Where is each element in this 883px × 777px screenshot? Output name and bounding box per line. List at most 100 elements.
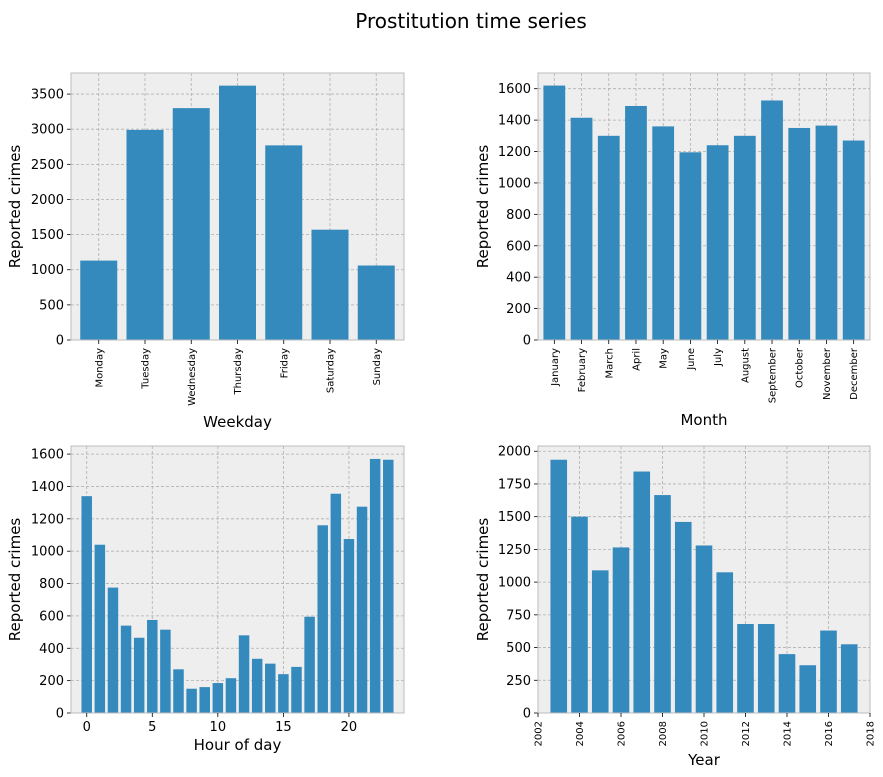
xtick-label: October [795, 347, 806, 388]
bar [543, 85, 566, 341]
bar [107, 587, 119, 713]
ytick-label: 600 [506, 239, 531, 254]
bar [199, 687, 210, 713]
plot-area [537, 72, 871, 341]
ytick-label: 500 [39, 298, 64, 313]
ytick-label: 250 [506, 674, 531, 689]
ytick-label: 1500 [498, 510, 531, 525]
ytick-label: 1200 [31, 512, 64, 527]
y-axis-label: Reported crimes [474, 145, 492, 269]
bar [330, 493, 342, 713]
bar [842, 140, 865, 340]
bar [679, 152, 702, 340]
x-axis-label: Year [687, 751, 721, 769]
bar [81, 496, 92, 713]
ytick-label: 1600 [31, 448, 64, 463]
ytick-label: 400 [506, 271, 531, 286]
chart-panel-3: 0 200 400 600 800 1000 1200 1400 1600 0 5 10 15 20 Hou… [6, 445, 405, 754]
xtick-label: 2018 [866, 721, 877, 746]
ytick-label: 200 [506, 302, 531, 317]
ytick-label: 1400 [31, 480, 64, 495]
bar [840, 644, 858, 713]
xtick-label: August [740, 348, 751, 383]
ytick-label: 800 [506, 208, 531, 223]
xtick-label: 5 [148, 720, 156, 735]
bar [311, 229, 349, 340]
ytick-label: 0 [56, 707, 64, 722]
ytick-label: 500 [506, 641, 531, 656]
y-axis-label: Reported crimes [6, 145, 24, 269]
ytick-label: 1500 [31, 228, 64, 243]
bar [820, 630, 837, 713]
bar [357, 265, 395, 340]
xtick-label: January [550, 348, 561, 387]
xtick-label: March [604, 348, 615, 378]
bar [757, 624, 775, 713]
x-axis-label: Month [680, 411, 727, 429]
ytick-label: 1000 [31, 263, 64, 278]
bar [94, 544, 106, 713]
chart-panel-1: 0 500 1000 1500 2000 2500 3000 3500 Monday Tuesda… [6, 72, 405, 431]
bar [815, 125, 838, 340]
bar [369, 458, 381, 713]
bar [571, 516, 588, 713]
ytick-label: 1200 [498, 145, 531, 160]
xtick-label: June [686, 348, 697, 371]
bar [172, 108, 210, 340]
bar [304, 616, 315, 713]
bar [265, 663, 276, 713]
xtick-label: 2008 [658, 721, 669, 746]
ytick-label: 1600 [498, 82, 531, 97]
xtick-label: 15 [275, 720, 292, 735]
bar [695, 545, 713, 713]
bar [761, 100, 783, 340]
ytick-label: 200 [39, 674, 64, 689]
bar [799, 665, 817, 713]
bar [251, 658, 263, 713]
bar [383, 459, 394, 713]
xtick-label: May [659, 348, 670, 369]
xtick-label: Tuesday [141, 348, 152, 390]
bar [625, 105, 647, 340]
bar [133, 637, 145, 713]
ytick-label: 1000 [498, 176, 531, 191]
xtick-label: December [849, 347, 860, 400]
bar [733, 135, 756, 340]
xtick-label: 0 [83, 720, 91, 735]
ytick-label: 2500 [31, 158, 64, 173]
xtick-label: 2004 [575, 721, 586, 746]
plot-border [70, 445, 405, 714]
xtick-label: 20 [341, 720, 358, 735]
ytick-label: 400 [39, 642, 64, 657]
bar [126, 129, 164, 340]
figure-title: Prostitution time series [355, 9, 587, 33]
ytick-label: 3500 [31, 88, 64, 103]
ytick-label: 800 [39, 577, 64, 592]
ytick-label: 2000 [31, 193, 64, 208]
ytick-label: 1750 [498, 477, 531, 492]
bar [80, 260, 118, 340]
xtick-label: Friday [279, 348, 290, 378]
bar [343, 539, 355, 713]
bar [265, 145, 303, 340]
bar [147, 619, 158, 713]
bar [706, 145, 729, 340]
bar [633, 471, 651, 713]
ytick-label: 1000 [31, 545, 64, 560]
bar [550, 459, 568, 713]
xtick-label: 2010 [700, 721, 711, 746]
bar [225, 678, 237, 713]
chart-panel-4: 0 250 500 750 1000 1250 1500 1750 2000 2002 2004 20… [474, 445, 877, 769]
bar [654, 495, 671, 713]
xtick-label: 2016 [824, 721, 835, 746]
ytick-label: 0 [523, 707, 531, 722]
bar [570, 117, 593, 340]
bar [291, 666, 302, 713]
bar [238, 635, 250, 713]
bar [173, 669, 184, 713]
bar [278, 674, 289, 713]
bar [219, 85, 256, 340]
xtick-label: July [713, 348, 724, 367]
